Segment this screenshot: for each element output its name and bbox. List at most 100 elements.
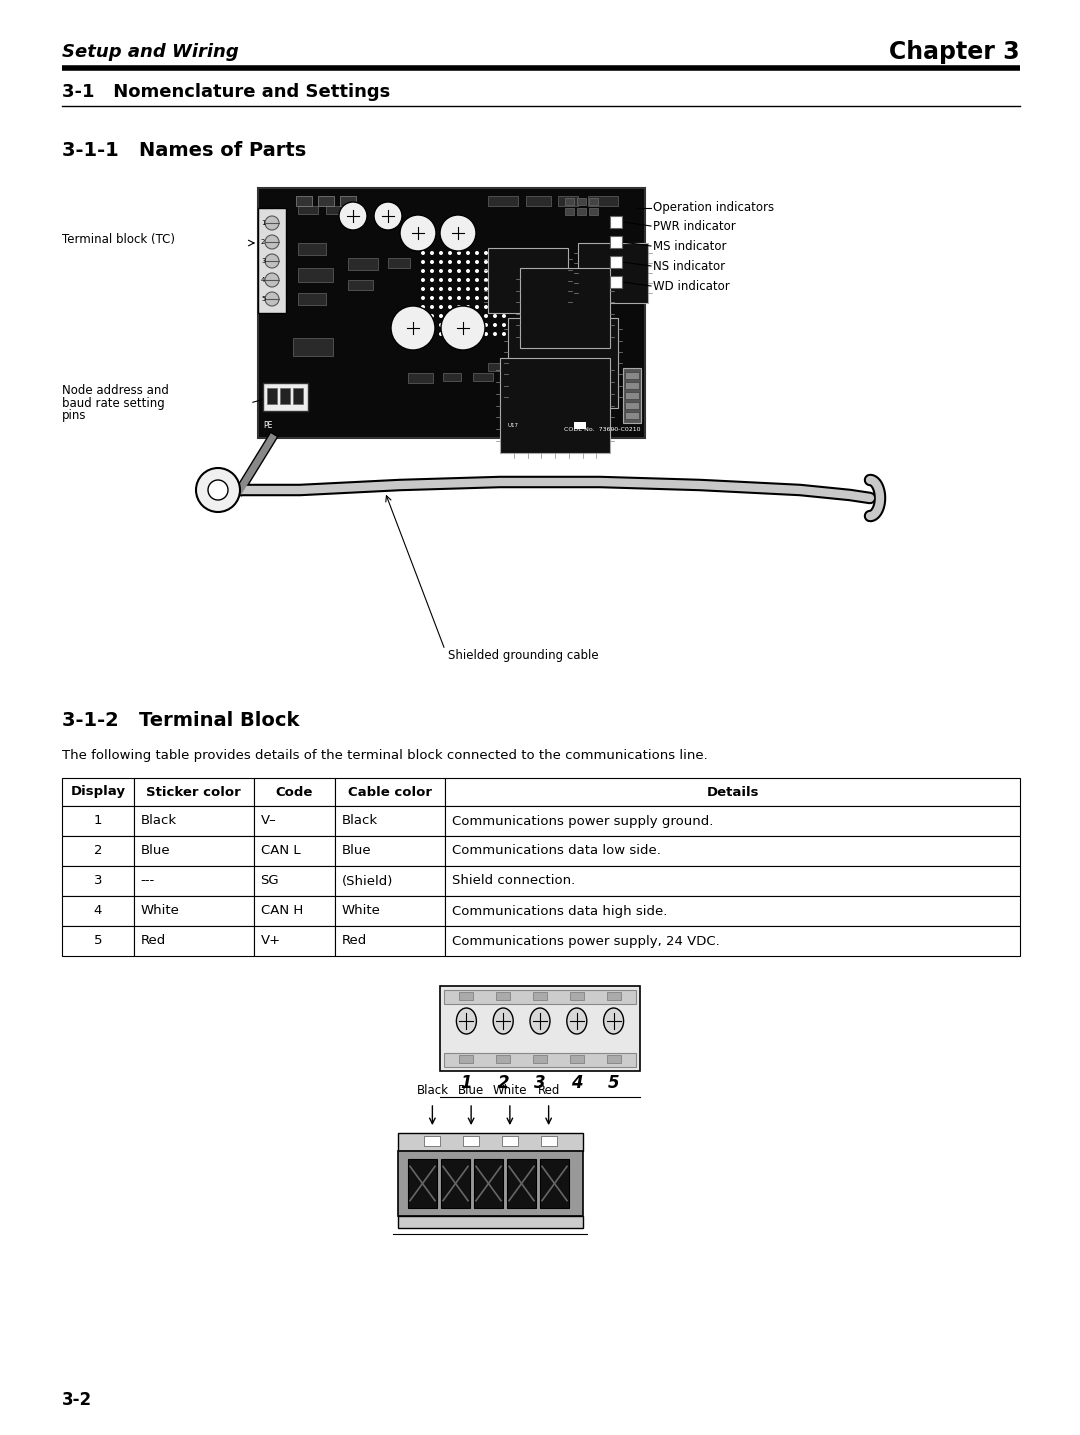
Circle shape [438,278,443,283]
Circle shape [457,251,461,255]
Bar [570,1055,584,1063]
Circle shape [265,273,279,287]
Bar [388,258,410,268]
Bar [610,276,622,288]
Circle shape [430,251,434,255]
Circle shape [502,268,507,273]
Ellipse shape [494,1007,513,1035]
Text: Blue: Blue [140,845,171,858]
Bar [565,198,573,205]
Text: 2: 2 [498,1073,509,1092]
Circle shape [448,278,453,283]
Circle shape [421,314,426,319]
Circle shape [484,287,488,291]
Bar [445,778,1020,806]
Bar [488,248,568,313]
Bar [298,293,326,306]
Text: 4: 4 [571,1073,582,1092]
Text: V–: V– [260,815,276,828]
Bar [62,926,134,956]
Bar [625,382,639,389]
Bar [298,243,326,255]
Bar [444,1053,636,1068]
Circle shape [484,314,488,319]
Circle shape [492,268,497,273]
Circle shape [421,323,426,327]
Bar [134,837,254,865]
Circle shape [421,287,426,291]
Text: Communications data low side.: Communications data low side. [453,845,661,858]
Bar [254,926,335,956]
Bar [267,387,276,405]
Circle shape [502,287,507,291]
Text: Communications power supply, 24 VDC.: Communications power supply, 24 VDC. [453,934,720,947]
Circle shape [430,323,434,327]
Circle shape [421,331,426,336]
Bar [408,373,433,383]
Bar [459,992,473,1000]
Circle shape [421,306,426,309]
Ellipse shape [604,1007,623,1035]
Circle shape [448,296,453,300]
Bar [625,412,639,419]
Circle shape [391,306,435,350]
Bar [399,1151,583,1215]
Circle shape [430,331,434,336]
Circle shape [502,314,507,319]
Text: SG: SG [260,874,280,887]
Bar [298,268,333,283]
Text: Shield connection.: Shield connection. [453,874,576,887]
Ellipse shape [567,1007,586,1035]
Bar [254,895,335,926]
Bar [570,992,584,1000]
Bar [473,373,492,382]
Circle shape [448,323,453,327]
Text: Communications data high side.: Communications data high side. [453,904,667,917]
Bar [280,387,291,405]
Text: 3-2: 3-2 [62,1391,92,1409]
Text: 1: 1 [460,1073,472,1092]
Bar [445,837,1020,865]
Bar [335,865,445,895]
Bar [441,1159,470,1208]
Bar [577,198,586,205]
Text: pins: pins [62,409,86,422]
Circle shape [475,268,480,273]
Bar [264,383,308,410]
Text: 3: 3 [94,874,103,887]
Bar [589,198,598,205]
Bar [610,255,622,268]
Circle shape [430,287,434,291]
Bar [459,1055,473,1063]
Circle shape [457,314,461,319]
Bar [335,926,445,956]
Circle shape [502,331,507,336]
Circle shape [484,331,488,336]
Text: PE: PE [264,420,272,430]
Bar [293,387,303,405]
Ellipse shape [530,1007,550,1035]
Bar [440,986,640,1071]
Text: Black: Black [342,815,378,828]
Bar [610,217,622,228]
Bar [534,992,546,1000]
Bar [62,865,134,895]
Circle shape [465,323,470,327]
Bar [134,778,254,806]
Circle shape [457,331,461,336]
Text: CODE No.  73600-C0210: CODE No. 73600-C0210 [564,428,640,432]
Text: Red: Red [538,1085,559,1098]
Bar [541,1137,556,1147]
Text: 4: 4 [261,277,266,283]
Circle shape [484,268,488,273]
Circle shape [475,260,480,264]
Bar [424,1137,441,1147]
Text: 3-1-2   Terminal Block: 3-1-2 Terminal Block [62,710,299,729]
Bar [134,865,254,895]
Circle shape [448,314,453,319]
Text: 3: 3 [535,1073,545,1092]
Circle shape [492,278,497,283]
Bar [540,1159,569,1208]
Text: Operation indicators: Operation indicators [653,201,774,214]
Text: PWR indicator: PWR indicator [653,220,735,232]
